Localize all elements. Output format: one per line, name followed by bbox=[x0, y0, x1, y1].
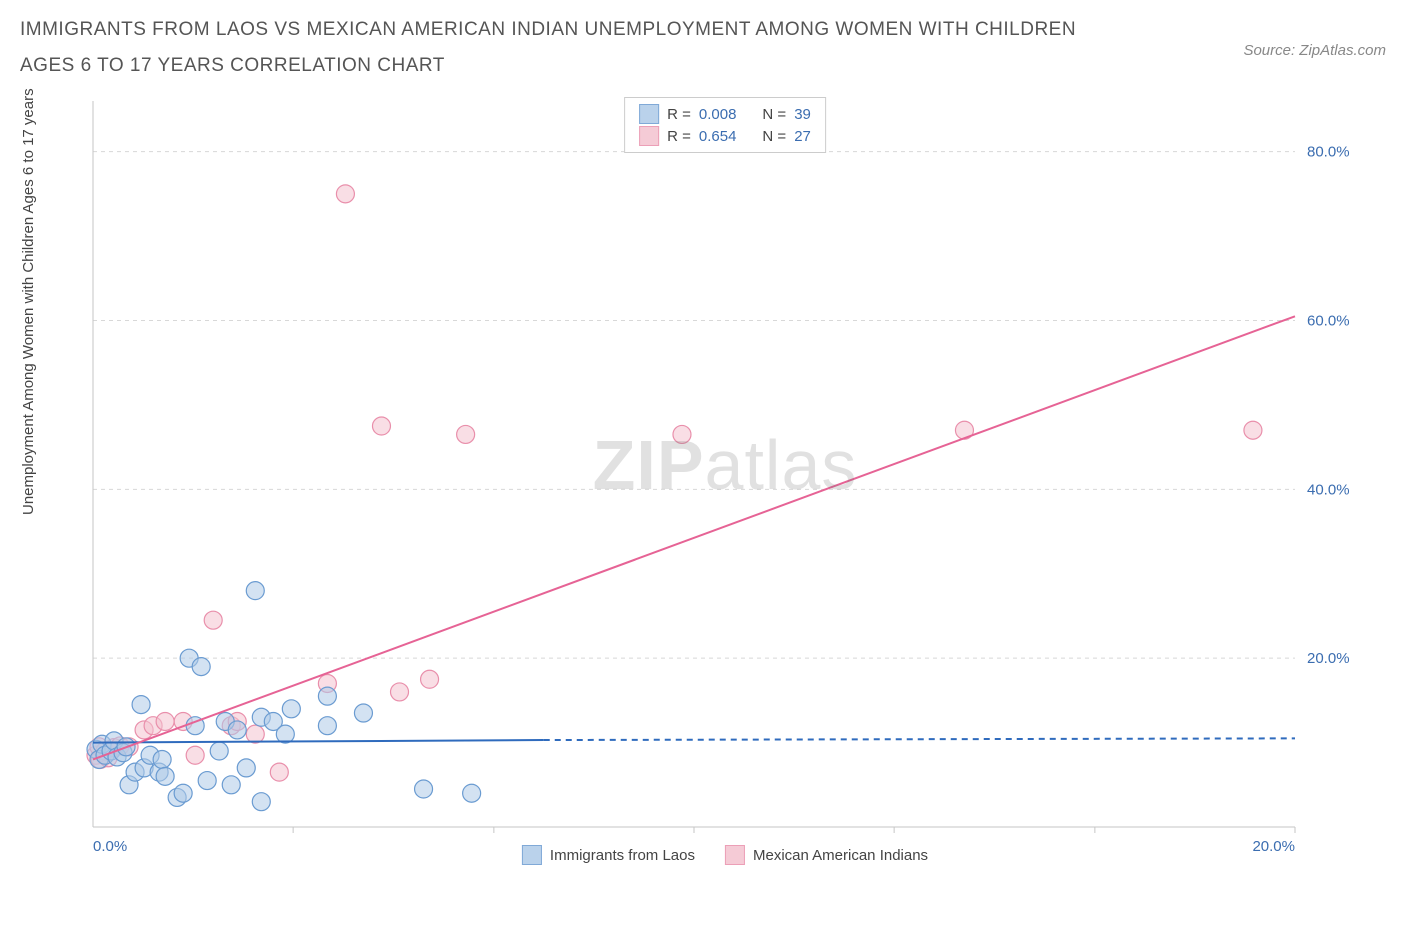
swatch-pink bbox=[639, 126, 659, 146]
svg-text:20.0%: 20.0% bbox=[1307, 650, 1350, 667]
legend-item-pink: Mexican American Indians bbox=[725, 845, 928, 865]
scatter-plot: 20.0%40.0%60.0%80.0%0.0%20.0% ZIPatlas R… bbox=[85, 95, 1365, 865]
svg-text:80.0%: 80.0% bbox=[1307, 144, 1350, 161]
legend-series: Immigrants from Laos Mexican American In… bbox=[522, 845, 928, 865]
legend-stats: R = 0.008 N = 39 R = 0.654 N = 27 bbox=[624, 97, 826, 153]
swatch-blue-icon bbox=[522, 845, 542, 865]
chart-svg: 20.0% 40.0% 60.0% 80.0% 0.0% 20.0% bbox=[85, 95, 1365, 865]
swatch-blue bbox=[639, 104, 659, 124]
legend-stats-row-blue: R = 0.008 N = 39 bbox=[639, 104, 811, 124]
svg-text:0.0%: 0.0% bbox=[93, 838, 127, 855]
chart-title: IMMIGRANTS FROM LAOS VS MEXICAN AMERICAN… bbox=[20, 12, 1120, 84]
svg-text:20.0%: 20.0% bbox=[1252, 838, 1295, 855]
svg-text:40.0%: 40.0% bbox=[1307, 481, 1350, 498]
svg-text:60.0%: 60.0% bbox=[1307, 312, 1350, 329]
legend-item-blue: Immigrants from Laos bbox=[522, 845, 695, 865]
chart-container: Unemployment Among Women with Children A… bbox=[30, 95, 1386, 895]
y-axis-label: Unemployment Among Women with Children A… bbox=[20, 88, 37, 515]
legend-stats-row-pink: R = 0.654 N = 27 bbox=[639, 126, 811, 146]
swatch-pink-icon bbox=[725, 845, 745, 865]
source-label: Source: ZipAtlas.com bbox=[1243, 12, 1386, 59]
